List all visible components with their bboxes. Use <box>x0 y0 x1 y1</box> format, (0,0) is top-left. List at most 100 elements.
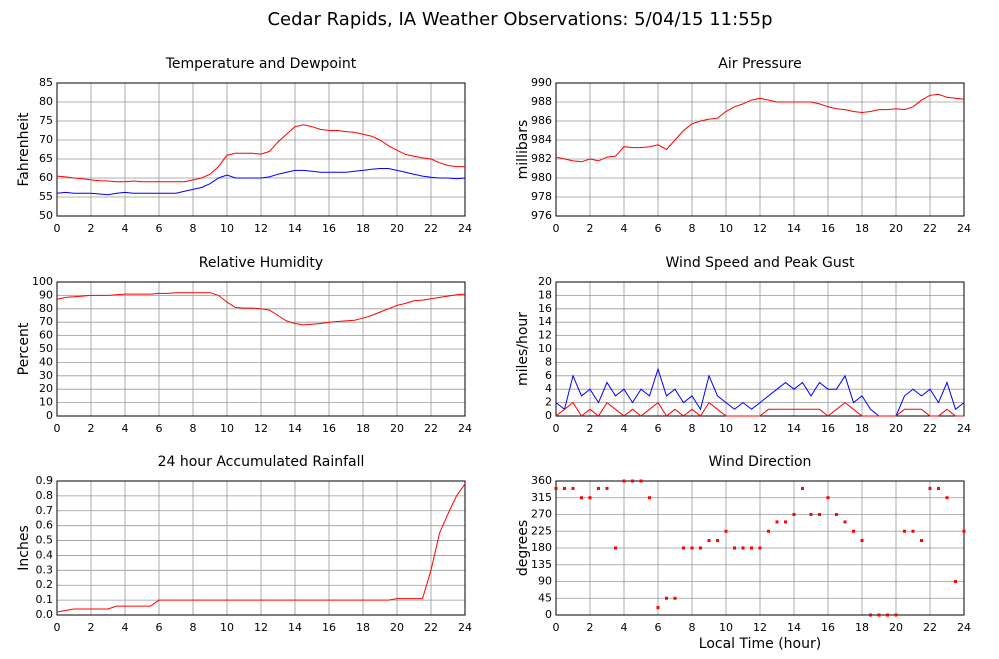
x-tick-label: 0 <box>54 621 61 634</box>
x-tick-label: 12 <box>753 422 767 435</box>
y-tick-label: 80 <box>39 95 53 108</box>
x-tick-label: 20 <box>390 422 404 435</box>
y-axis-label: Fahrenheit <box>16 112 32 187</box>
x-tick-label: 4 <box>122 222 129 235</box>
x-tick-label: 8 <box>689 222 696 235</box>
y-tick-label: 90 <box>39 288 53 301</box>
y-tick-label: 0 <box>545 409 552 422</box>
y-tick-label: 70 <box>39 133 53 146</box>
point <box>716 539 719 543</box>
point <box>869 613 872 617</box>
y-tick-label: 0.7 <box>36 504 54 517</box>
point <box>962 529 966 533</box>
x-tick-label: 16 <box>322 422 336 435</box>
x-tick-label: 6 <box>156 422 163 435</box>
point <box>775 520 779 524</box>
x-tick-label: 0 <box>553 222 560 235</box>
x-tick-label: 16 <box>322 621 336 634</box>
y-tick-label: 0.0 <box>36 608 54 621</box>
x-tick-label: 8 <box>190 222 197 235</box>
point <box>571 486 575 490</box>
x-tick-label: 2 <box>587 222 594 235</box>
x-tick-label: 10 <box>220 422 234 435</box>
point <box>758 546 762 550</box>
x-tick-label: 14 <box>288 422 302 435</box>
point <box>639 479 643 483</box>
y-tick-label: 0.1 <box>36 593 54 606</box>
point <box>665 596 668 600</box>
y-tick-label: 976 <box>531 209 552 222</box>
x-tick-label: 12 <box>753 222 767 235</box>
y-tick-label: 0.2 <box>36 578 54 591</box>
y-axis-label: miles/hour <box>515 312 531 386</box>
point <box>690 546 694 550</box>
point <box>894 613 898 617</box>
x-tick-label: 14 <box>288 222 302 235</box>
x-tick-label: 18 <box>356 422 370 435</box>
x-tick-label: 18 <box>855 422 869 435</box>
y-tick-label: 50 <box>39 209 53 222</box>
x-tick-label: 16 <box>821 621 835 634</box>
y-tick-label: 980 <box>531 171 552 184</box>
y-tick-label: 50 <box>39 342 53 355</box>
series-line <box>555 93 965 163</box>
y-tick-label: 12 <box>538 329 552 342</box>
plot-frame <box>555 480 965 616</box>
x-tick-label: 10 <box>719 621 733 634</box>
point <box>631 479 634 483</box>
x-tick-label: 22 <box>923 422 937 435</box>
y-tick-label: 0 <box>46 409 53 422</box>
x-tick-label: 24 <box>957 222 971 235</box>
point <box>750 546 753 550</box>
y-tick-label: 100 <box>32 275 53 288</box>
x-tick-label: 24 <box>957 422 971 435</box>
y-tick-label: 982 <box>531 152 552 165</box>
x-tick-label: 24 <box>957 621 971 634</box>
x-tick-label: 6 <box>655 222 662 235</box>
x-tick-label: 18 <box>356 222 370 235</box>
y-tick-label: 978 <box>531 190 552 203</box>
x-tick-label: 0 <box>54 222 61 235</box>
point <box>707 539 711 543</box>
x-tick-label: 24 <box>458 621 472 634</box>
y-tick-label: 85 <box>39 76 53 89</box>
x-tick-label: 4 <box>621 422 628 435</box>
x-tick-label: 14 <box>787 222 801 235</box>
x-tick-label: 2 <box>587 422 594 435</box>
point <box>886 613 889 617</box>
x-tick-label: 8 <box>190 422 197 435</box>
y-tick-label: 20 <box>39 382 53 395</box>
y-tick-label: 18 <box>538 288 552 301</box>
panel-title: 24 hour Accumulated Rainfall <box>158 454 365 470</box>
point <box>648 496 651 500</box>
x-tick-label: 8 <box>190 621 197 634</box>
x-tick-label: 6 <box>156 222 163 235</box>
point <box>911 529 915 533</box>
y-tick-label: 6 <box>545 369 552 382</box>
y-tick-label: 55 <box>39 190 53 203</box>
x-tick-label: 6 <box>156 621 163 634</box>
x-tick-label: 20 <box>390 621 404 634</box>
y-tick-label: 14 <box>538 315 552 328</box>
x-tick-label: 16 <box>821 222 835 235</box>
x-tick-label: 8 <box>689 422 696 435</box>
series-line <box>56 292 466 326</box>
x-tick-label: 2 <box>88 222 95 235</box>
y-tick-label: 0.3 <box>36 563 54 576</box>
point <box>597 486 600 490</box>
point <box>733 546 736 550</box>
y-axis-label: Inches <box>16 525 32 570</box>
x-tick-label: 24 <box>458 422 472 435</box>
x-tick-label: 2 <box>88 422 95 435</box>
x-tick-label: 12 <box>254 422 268 435</box>
x-tick-label: 10 <box>719 422 733 435</box>
y-tick-label: 0 <box>545 608 552 621</box>
y-tick-label: 0.8 <box>36 489 54 502</box>
x-tick-label: 10 <box>220 621 234 634</box>
y-tick-label: 10 <box>538 342 552 355</box>
x-tick-label: 0 <box>553 621 560 634</box>
x-tick-label: 14 <box>787 422 801 435</box>
panel-title: Wind Direction <box>709 454 812 470</box>
plot-frame <box>56 82 466 217</box>
point <box>920 539 923 543</box>
